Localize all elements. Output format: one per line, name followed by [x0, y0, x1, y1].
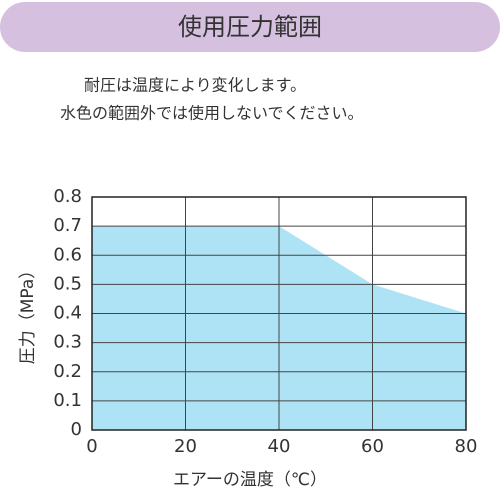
note: 耐圧は温度により変化します。 — [84, 76, 306, 95]
y-tick-label: 0.1 — [53, 390, 82, 411]
x-tick-label: 0 — [86, 436, 97, 457]
x-axis-label: エアーの温度（℃） — [173, 470, 327, 490]
x-tick-label: 20 — [174, 436, 197, 457]
header-bar — [0, 2, 500, 52]
x-tick-label: 60 — [361, 436, 384, 457]
y-tick-label: 0.6 — [53, 244, 82, 265]
note: 水色の範囲外では使用しないでください。 — [60, 104, 364, 123]
y-tick-label: 0 — [71, 419, 82, 440]
y-axis-label: 圧力（MPa） — [18, 262, 38, 365]
x-tick-label: 40 — [268, 436, 291, 457]
y-tick-label: 0.5 — [53, 273, 82, 294]
plot-border — [91, 196, 467, 431]
y-tick-label: 0.8 — [53, 186, 82, 207]
y-tick-label: 0.7 — [53, 215, 82, 236]
y-tick-label: 0.3 — [53, 332, 82, 353]
y-tick-label: 0.2 — [53, 361, 82, 382]
y-tick-label: 0.4 — [53, 303, 82, 324]
x-tick-label: 80 — [455, 436, 478, 457]
chart: エアーの温度（℃） 圧力（MPa） 0 0.1 0.2 0.3 0.4 0.5 0.6 0.7… — [18, 186, 477, 490]
header-title: 使用圧力範囲 — [178, 13, 322, 41]
